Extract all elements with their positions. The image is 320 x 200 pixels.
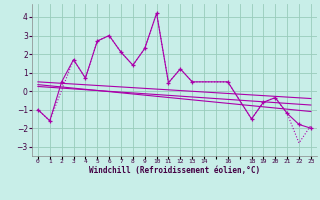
X-axis label: Windchill (Refroidissement éolien,°C): Windchill (Refroidissement éolien,°C) — [89, 166, 260, 175]
